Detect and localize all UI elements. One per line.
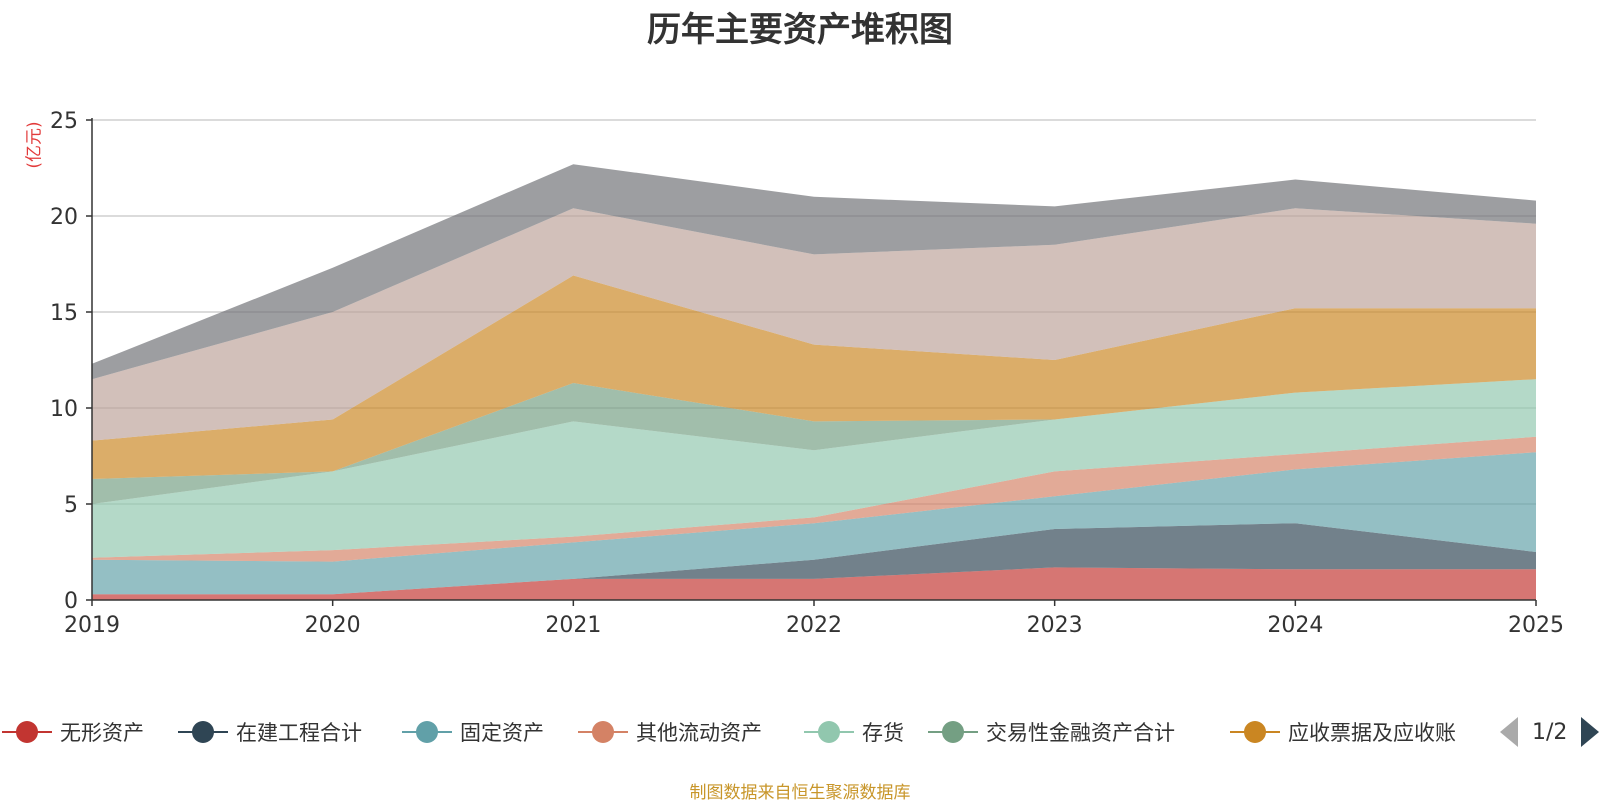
legend-label: 无形资产 (60, 721, 144, 745)
x-tick-label: 2024 (1267, 613, 1323, 638)
legend-symbol-icon (578, 717, 628, 747)
y-tick-label: 0 (64, 589, 78, 614)
y-tick-label: 15 (50, 301, 78, 326)
area-series-货币资金 (92, 208, 1536, 441)
legend-item-4[interactable]: 存货 (804, 712, 904, 752)
y-tick-label: 5 (64, 493, 78, 518)
area-series-无形资产 (92, 567, 1536, 600)
legend-dot (942, 721, 964, 743)
legend-item-5[interactable]: 交易性金融资产合计 (928, 712, 1175, 752)
area-series-在建工程合计 (92, 523, 1536, 595)
prev-page-arrow-icon[interactable] (1500, 717, 1518, 747)
legend-symbol-icon (2, 717, 52, 747)
legend-dot (192, 721, 214, 743)
legend-label: 存货 (862, 721, 904, 745)
legend-item-3[interactable]: 其他流动资产 (578, 712, 762, 752)
area-series-交易性金融资产合计 (92, 379, 1536, 504)
x-tick-label: 2021 (545, 613, 601, 638)
legend-dot (416, 721, 438, 743)
legend-symbol-icon (178, 717, 228, 747)
legend: 无形资产 在建工程合计 固定资产 其他流动资产 存货 交易性金融资产合计 应收票… (0, 712, 1600, 752)
legend-label: 其他流动资产 (636, 721, 762, 745)
legend-item-2[interactable]: 固定资产 (402, 712, 544, 752)
legend-dot (16, 721, 38, 743)
legend-label: 固定资产 (460, 721, 544, 745)
legend-item-6[interactable]: 应收票据及应收账 (1230, 712, 1456, 752)
legend-item-0[interactable]: 无形资产 (2, 712, 144, 752)
y-tick-label: 20 (50, 205, 78, 230)
legend-item-1[interactable]: 在建工程合计 (178, 712, 362, 752)
x-tick-label: 2022 (786, 613, 842, 638)
legend-dot (1244, 721, 1266, 743)
legend-symbol-icon (1230, 717, 1280, 747)
x-tick-label: 2023 (1027, 613, 1083, 638)
data-source-note: 制图数据来自恒生聚源数据库 (689, 783, 911, 803)
area-series-其他流动资产 (92, 436, 1536, 562)
area-series-应收票据及应收账 (92, 275, 1536, 479)
y-tick-label: 10 (50, 397, 78, 422)
legend-dot (592, 721, 614, 743)
x-tick-label: 2020 (305, 613, 361, 638)
legend-label: 在建工程合计 (236, 721, 362, 745)
y-tick-label: 25 (50, 109, 78, 134)
legend-label: 交易性金融资产合计 (986, 721, 1175, 745)
area-series-存货 (92, 379, 1536, 558)
legend-symbol-icon (928, 717, 978, 747)
next-page-arrow-icon[interactable] (1581, 717, 1600, 747)
x-tick-label: 2025 (1508, 613, 1564, 638)
legend-page-indicator: 1/2 (1532, 719, 1568, 745)
legend-symbol-icon (402, 717, 452, 747)
area-series-其他 (92, 164, 1536, 380)
legend-symbol-icon (804, 717, 854, 747)
chart-title: 历年主要资产堆积图 (647, 10, 953, 50)
x-tick-label: 2019 (64, 613, 120, 638)
legend-label: 应收票据及应收账 (1288, 721, 1456, 745)
legend-dot (818, 721, 840, 743)
legend-pager: 1/2 (1500, 712, 1600, 752)
